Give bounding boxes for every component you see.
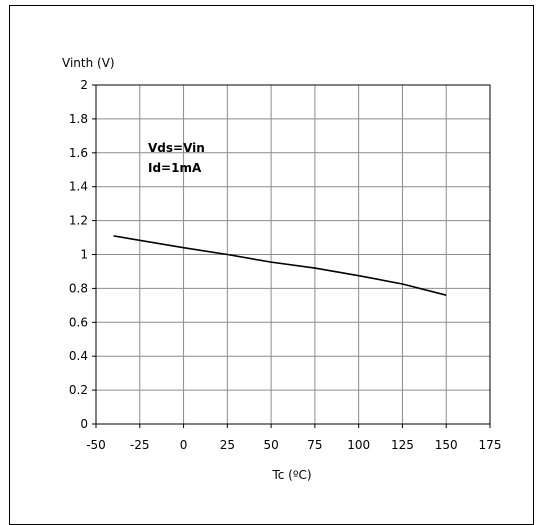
y-tick-label: 0.8 bbox=[69, 281, 88, 295]
y-axis-ticks: 0 0.2 0.4 0.6 0.8 1 1.2 1.4 1.6 1.8 2 bbox=[69, 78, 96, 431]
series-line bbox=[113, 235, 447, 296]
y-tick-label: 0.6 bbox=[69, 315, 88, 329]
series-group bbox=[113, 235, 447, 296]
x-axis-ticks: -50 -25 0 25 50 75 100 125 150 175 bbox=[86, 424, 501, 452]
y-tick-label: 1.2 bbox=[69, 214, 88, 228]
x-tick-label: 0 bbox=[180, 438, 188, 452]
x-tick-label: -25 bbox=[130, 438, 150, 452]
x-axis-title: Tc (ºC) bbox=[271, 468, 311, 482]
y-tick-label: 0.2 bbox=[69, 383, 88, 397]
x-tick-label: 175 bbox=[479, 438, 502, 452]
y-tick-label: 0 bbox=[80, 417, 88, 431]
annotation-id: Id=1mA bbox=[148, 161, 202, 175]
y-tick-label: 1.8 bbox=[69, 112, 88, 126]
y-tick-label: 1.6 bbox=[69, 146, 88, 160]
grid bbox=[96, 85, 490, 424]
x-tick-label: 50 bbox=[263, 438, 278, 452]
x-tick-label: 125 bbox=[391, 438, 414, 452]
y-axis-title: Vinth (V) bbox=[62, 56, 115, 70]
x-tick-label: 100 bbox=[347, 438, 370, 452]
y-tick-label: 1.4 bbox=[69, 180, 88, 194]
x-tick-label: 25 bbox=[220, 438, 235, 452]
y-tick-label: 1 bbox=[80, 248, 88, 262]
y-tick-label: 2 bbox=[80, 78, 88, 92]
annotation-vds: Vds=Vin bbox=[148, 141, 205, 155]
x-tick-label: 150 bbox=[435, 438, 458, 452]
y-tick-label: 0.4 bbox=[69, 349, 88, 363]
x-tick-label: 75 bbox=[307, 438, 322, 452]
x-tick-label: -50 bbox=[86, 438, 106, 452]
